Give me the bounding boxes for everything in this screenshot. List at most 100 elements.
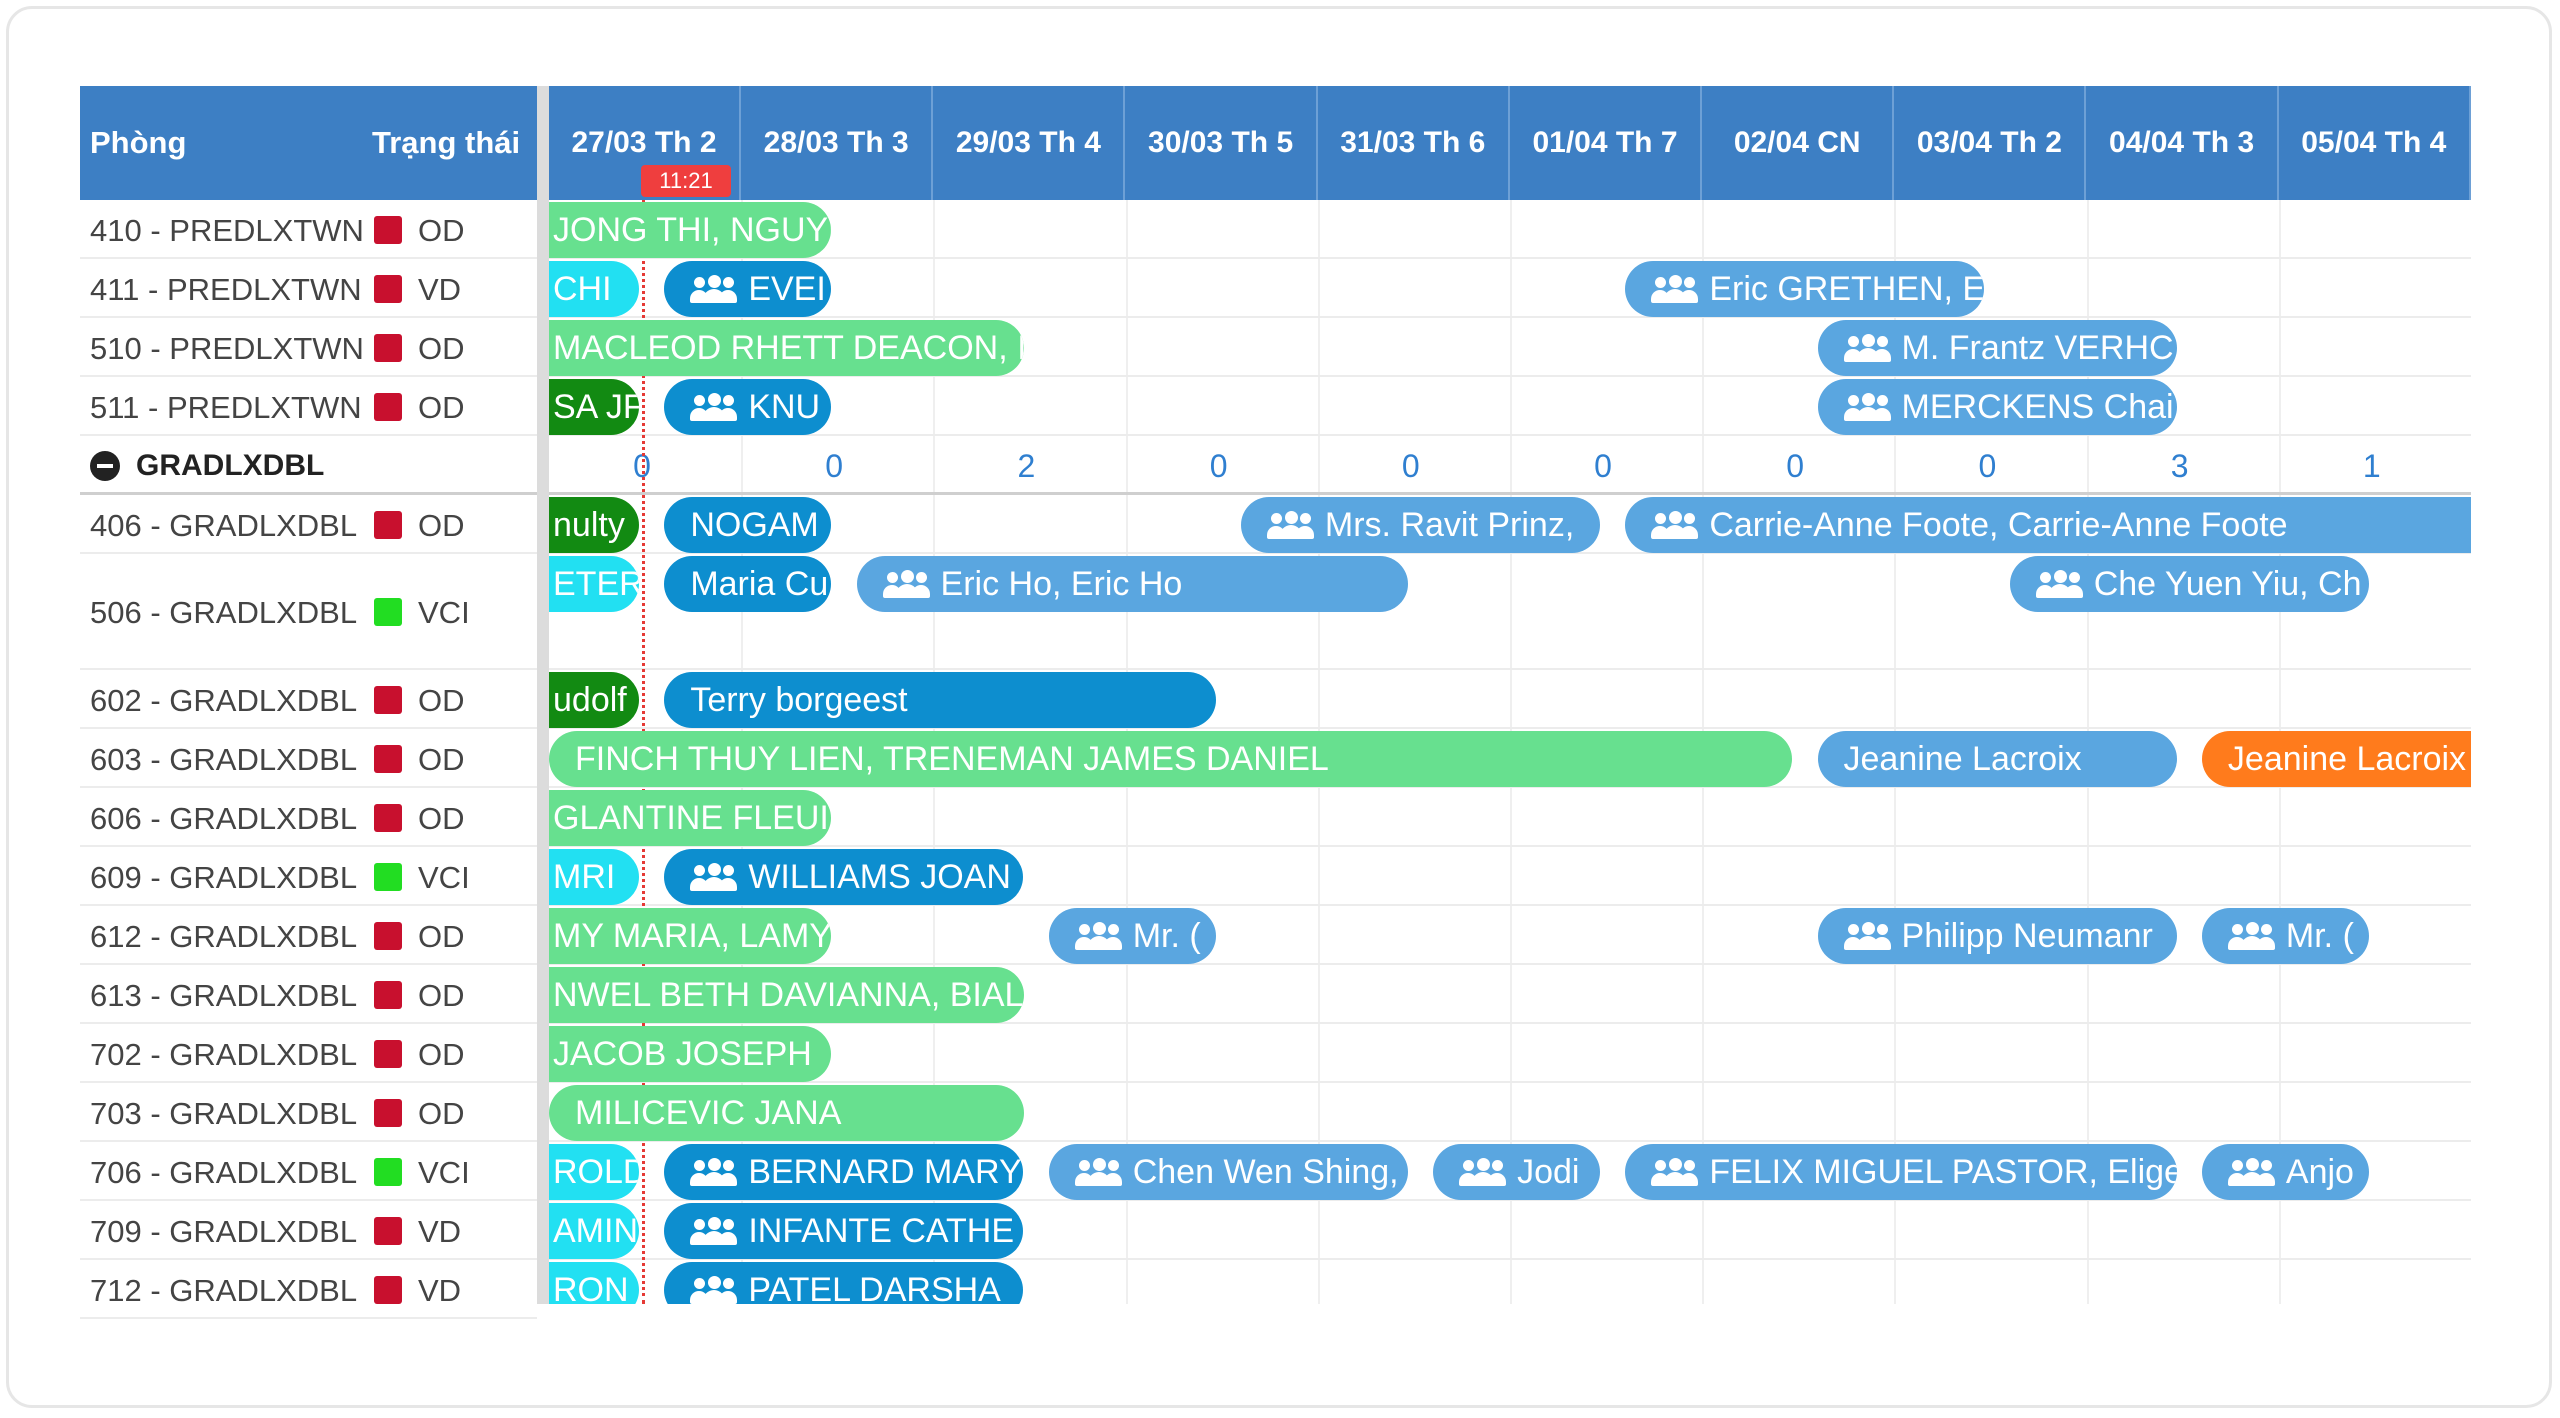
booking-bar[interactable]: SA JF (549, 379, 640, 435)
date-column-header[interactable]: 28/03 Th 3 (741, 86, 934, 200)
booking-bar[interactable]: MRI (549, 849, 640, 905)
booking-bar[interactable]: Eric GRETHEN, E (1625, 261, 1985, 317)
booking-guest-name: Mrs. Ravit Prinz, (1324, 506, 1575, 544)
room-row[interactable]: 609 - GRADLXDBL VCI (80, 847, 537, 906)
booking-bar[interactable]: EVEI (664, 261, 832, 317)
room-row[interactable]: 712 - GRADLXDBL VD (80, 1260, 537, 1319)
booking-bar[interactable]: Jeanine Lacroix (2201, 731, 2471, 787)
booking-guest-name: ROLD (553, 1153, 640, 1191)
room-status: VD (418, 271, 462, 307)
booking-bar[interactable]: Chen Wen Shing, (1048, 1144, 1408, 1200)
booking-bar[interactable]: Carrie-Anne Foote, Carrie-Anne Foote (1625, 497, 2471, 553)
booking-bar[interactable]: ETER (549, 556, 640, 612)
grid-row-line (549, 786, 2471, 788)
date-column-header[interactable]: 03/04 Th 2 (1894, 86, 2087, 200)
date-column-header[interactable]: 27/03 Th 2 (549, 86, 741, 200)
column-splitter[interactable] (537, 86, 549, 1304)
room-row[interactable]: 702 - GRADLXDBL OD (80, 1024, 537, 1083)
booking-bar[interactable]: WILLIAMS JOAN (664, 849, 1024, 905)
room-name: 712 - GRADLXDBL (90, 1272, 358, 1308)
date-column-header[interactable]: 04/04 Th 3 (2087, 86, 2279, 200)
booking-guest-name: Jodi (1517, 1153, 1580, 1191)
group-booking-icon (1266, 511, 1314, 539)
booking-bar[interactable]: FINCH THUY LIEN, TRENEMAN JAMES DANIEL (549, 731, 1793, 787)
room-row[interactable]: 411 - PREDLXTWN VD (80, 259, 537, 318)
booking-bar[interactable]: CHI (549, 261, 640, 317)
booking-bar[interactable]: Jodi (1433, 1144, 1601, 1200)
date-column-header[interactable]: 01/04 Th 7 (1510, 86, 1702, 200)
booking-bar[interactable]: MACLEOD RHETT DEACON, I (549, 320, 1024, 376)
room-row[interactable]: 506 - GRADLXDBL VCI (80, 554, 537, 670)
booking-bar[interactable]: Mr. ( (2201, 908, 2369, 964)
status-indicator (374, 1275, 402, 1304)
room-row[interactable]: 606 - GRADLXDBL OD (80, 788, 537, 847)
booking-bar[interactable]: Mrs. Ravit Prinz, (1240, 497, 1601, 553)
booking-bar[interactable]: MILICEVIC JANA (549, 1085, 1024, 1141)
booking-bar[interactable]: udolf (549, 672, 640, 728)
room-name: 612 - GRADLXDBL (90, 918, 358, 954)
room-status: VCI (418, 859, 470, 895)
booking-guest-name: M. Frantz VERHC (1901, 329, 2174, 367)
room-row[interactable]: 703 - GRADLXDBL OD (80, 1083, 537, 1142)
booking-bar[interactable]: Anjo (2201, 1144, 2369, 1200)
room-row[interactable]: 406 - GRADLXDBL OD (80, 495, 537, 554)
booking-bar[interactable]: MERCKENS Chai (1817, 379, 2177, 435)
booking-bar[interactable]: INFANTE CATHE (664, 1203, 1024, 1259)
room-status: OD (418, 389, 465, 425)
date-column-header[interactable]: 05/04 Th 4 (2279, 86, 2471, 200)
room-name: 510 - PREDLXTWN (90, 330, 364, 366)
booking-bar[interactable]: ROLD (549, 1144, 640, 1200)
booking-bar[interactable]: BERNARD MARY (664, 1144, 1024, 1200)
booking-bar[interactable]: nulty (549, 497, 640, 553)
availability-count: 0 (1401, 447, 1420, 484)
group-booking-icon (882, 570, 930, 598)
booking-bar[interactable]: Jeanine Lacroix (1817, 731, 2177, 787)
room-row[interactable]: 510 - PREDLXTWN OD (80, 318, 537, 377)
room-status: OD (418, 1036, 465, 1072)
room-row[interactable]: 603 - GRADLXDBL OD (80, 729, 537, 788)
room-group-row[interactable]: GRADLXDBL (80, 436, 537, 495)
date-column-header[interactable]: 31/03 Th 6 (1318, 86, 1510, 200)
booking-bar[interactable]: JONG THI, NGUYE (549, 202, 832, 258)
room-row[interactable]: 613 - GRADLXDBL OD (80, 965, 537, 1024)
room-column-header[interactable]: Phòng (90, 125, 187, 160)
booking-bar[interactable]: GLANTINE FLEUI (549, 790, 832, 846)
booking-grid: 0 0 2 0 0 0 0 0 3 1 JONG THI, NGUYE CHI EVEI Eric GRE… (549, 200, 2471, 1304)
booking-bar[interactable]: KNU (664, 379, 832, 435)
booking-bar[interactable]: AMIN (549, 1203, 640, 1259)
room-status: OD (418, 212, 465, 248)
booking-bar[interactable]: FELIX MIGUEL PASTOR, Elige (1625, 1144, 2177, 1200)
room-row[interactable]: 602 - GRADLXDBL OD (80, 670, 537, 729)
group-booking-icon (1843, 334, 1891, 362)
booking-bar[interactable]: NOGAM (664, 497, 832, 553)
booking-bar[interactable]: M. Frantz VERHC (1817, 320, 2177, 376)
date-column-header[interactable]: 02/04 CN (1702, 86, 1895, 200)
booking-bar[interactable]: Terry borgeest (664, 672, 1216, 728)
room-row[interactable]: 709 - GRADLXDBL VD (80, 1201, 537, 1260)
grid-row-line (549, 375, 2471, 377)
room-row[interactable]: 612 - GRADLXDBL OD (80, 906, 537, 965)
date-column-header[interactable]: 30/03 Th 5 (1126, 86, 1318, 200)
room-row[interactable]: 511 - PREDLXTWN OD (80, 377, 537, 436)
room-row[interactable]: 706 - GRADLXDBL VCI (80, 1142, 537, 1201)
room-row[interactable]: 410 - PREDLXTWN OD (80, 200, 537, 259)
booking-guest-name: Carrie-Anne Foote, Carrie-Anne Foote (1709, 506, 2288, 544)
grid-row-line (549, 845, 2471, 847)
booking-guest-name: Anjo (2285, 1153, 2354, 1191)
date-column-header[interactable]: 29/03 Th 4 (933, 86, 1126, 200)
collapse-icon[interactable] (90, 450, 120, 481)
booking-bar[interactable]: Che Yuen Yiu, Ch (2009, 556, 2369, 612)
booking-bar[interactable]: PATEL DARSHA (664, 1262, 1024, 1304)
status-column-header[interactable]: Trạng thái (372, 125, 521, 160)
booking-bar[interactable]: NWEL BETH DAVIANNA, BIAL (549, 967, 1024, 1023)
booking-bar[interactable]: MY MARIA, LAMY (549, 908, 832, 964)
booking-bar[interactable]: Maria Cu (664, 556, 832, 612)
booking-bar[interactable]: Philipp Neumanr (1817, 908, 2177, 964)
booking-bar[interactable]: RON (549, 1262, 640, 1304)
booking-bar[interactable]: Mr. ( (1048, 908, 1216, 964)
booking-guest-name: WILLIAMS JOAN (748, 858, 1011, 896)
room-status: OD (418, 918, 465, 954)
booking-bar[interactable]: Eric Ho, Eric Ho (856, 556, 1408, 612)
booking-bar[interactable]: JACOB JOSEPH (549, 1026, 832, 1082)
booking-guest-name: FELIX MIGUEL PASTOR, Elige (1709, 1153, 2177, 1191)
